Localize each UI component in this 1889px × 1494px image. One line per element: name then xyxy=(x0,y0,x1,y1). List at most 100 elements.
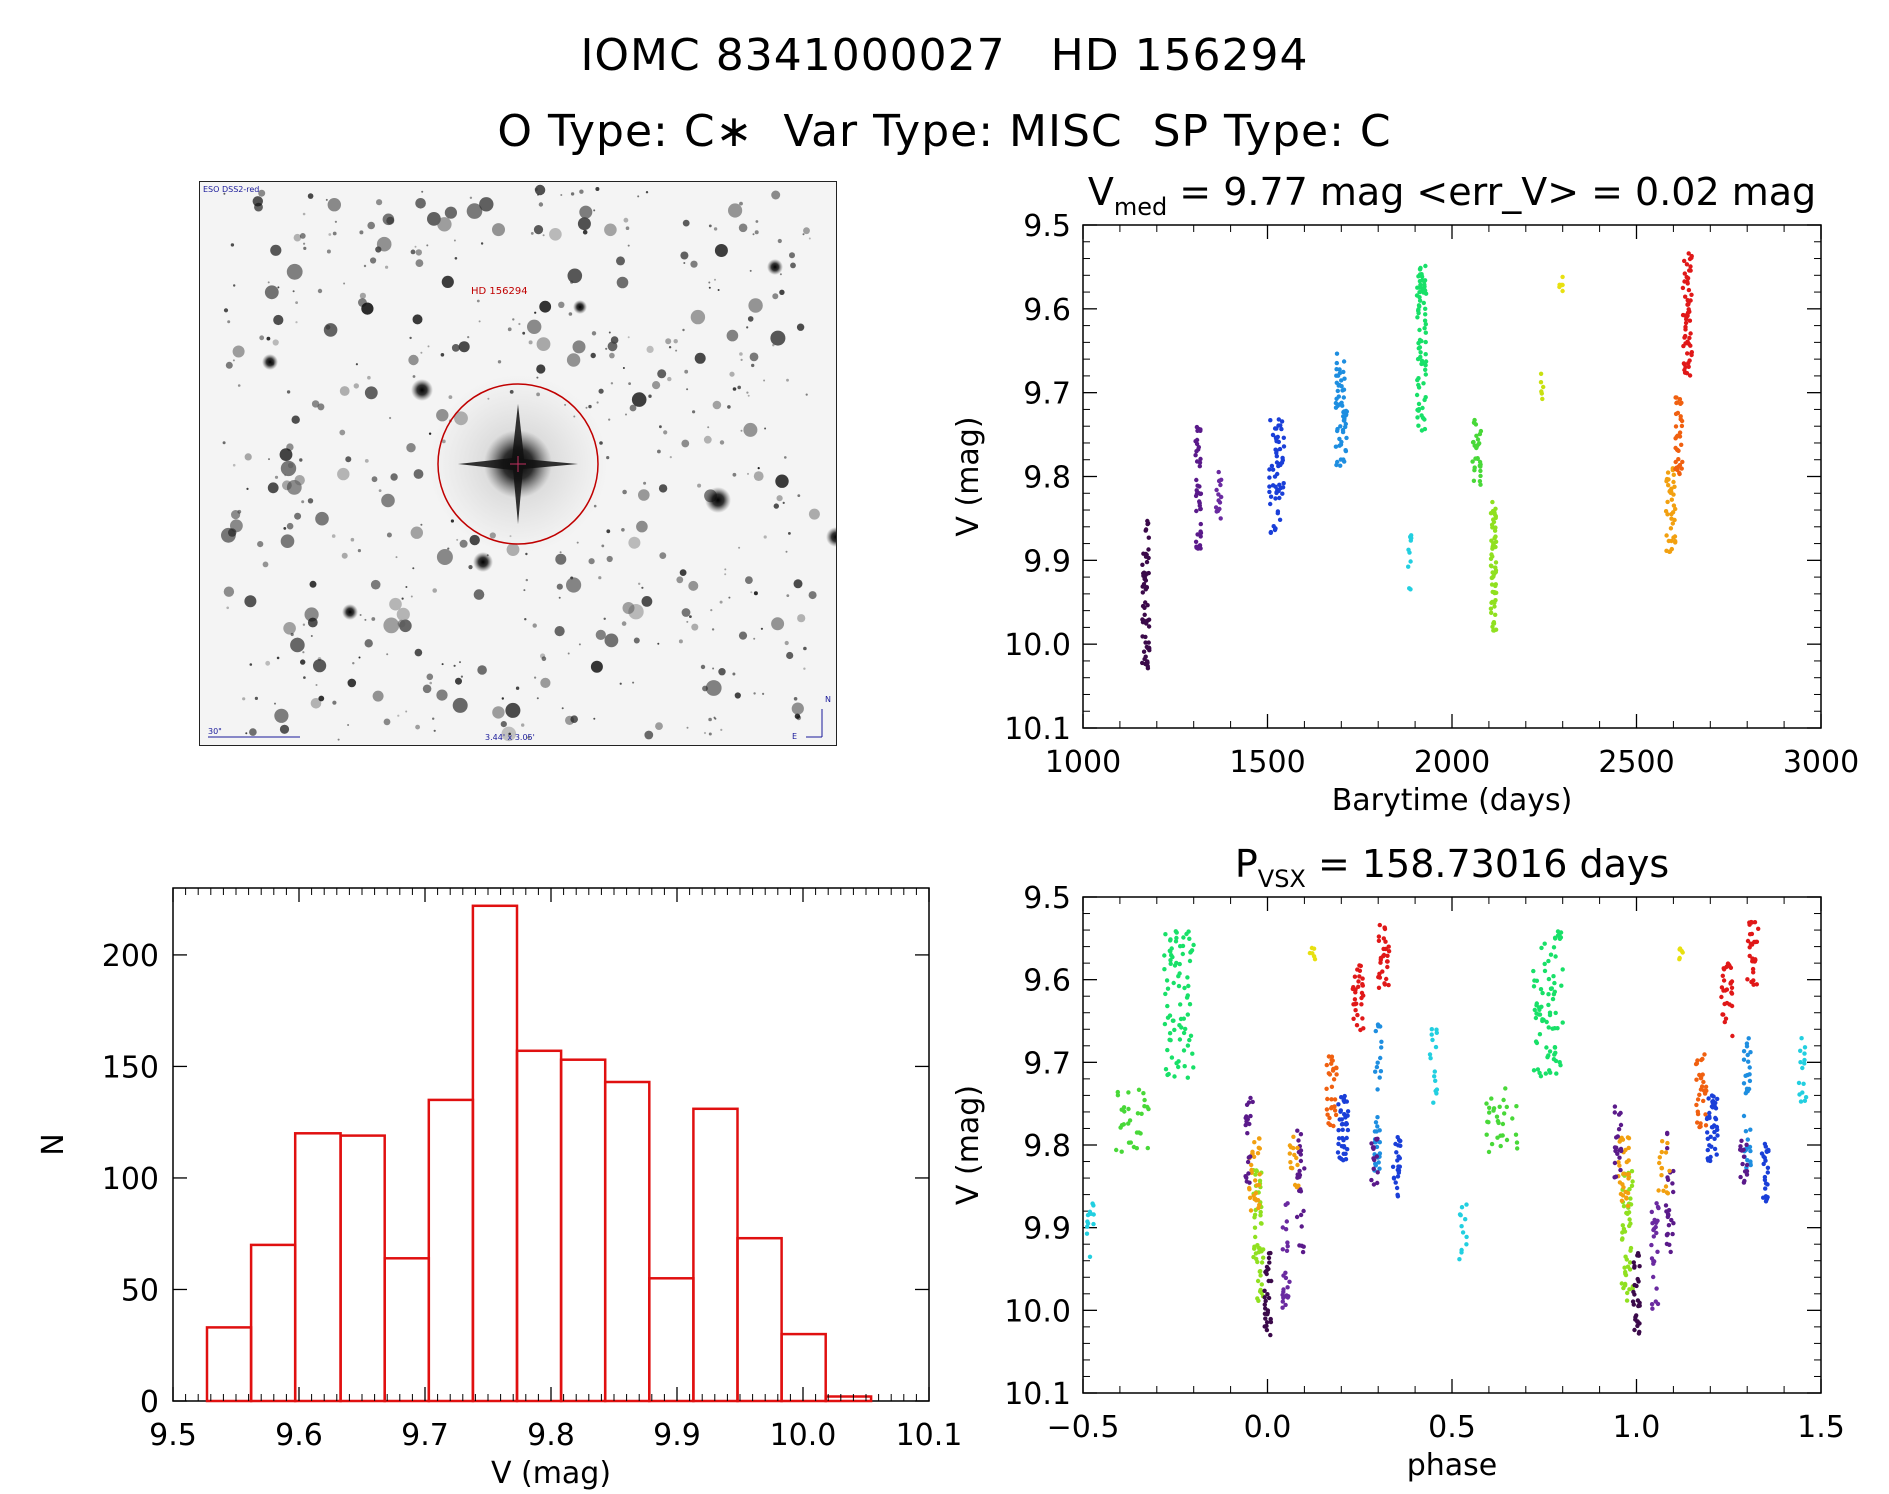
lightcurve-point xyxy=(1417,327,1422,333)
phased-point xyxy=(1744,1162,1750,1168)
phased-point xyxy=(1168,937,1173,942)
field-star xyxy=(595,187,600,191)
lightcurve-point xyxy=(1343,448,1349,454)
field-star xyxy=(249,728,257,736)
phased-point xyxy=(1324,1062,1330,1068)
field-star xyxy=(616,276,629,289)
phased-point xyxy=(1256,1190,1261,1195)
phased-point xyxy=(1395,1167,1401,1173)
lightcurve-xtick-label: 3000 xyxy=(1783,745,1859,780)
phased-point xyxy=(1257,1246,1262,1251)
phased-point xyxy=(1179,1025,1184,1030)
phased-point xyxy=(1359,1002,1364,1007)
field-star xyxy=(452,697,468,713)
field-star xyxy=(728,203,743,218)
lightcurve-point xyxy=(1270,467,1276,472)
phased-point xyxy=(1708,1158,1713,1164)
field-star xyxy=(627,336,630,339)
lightcurve-point xyxy=(1343,424,1348,430)
phased-point xyxy=(1612,1175,1617,1180)
phased-point xyxy=(1628,1245,1634,1251)
field-star xyxy=(754,230,759,235)
field-star xyxy=(467,336,470,339)
lightcurve-point xyxy=(1143,634,1148,640)
phased-point xyxy=(1255,1278,1261,1284)
field-star xyxy=(453,664,456,667)
field-star xyxy=(296,637,299,640)
field-star xyxy=(738,631,748,640)
lightcurve-point xyxy=(1669,486,1674,491)
lightcurve-point xyxy=(1493,515,1498,521)
field-star xyxy=(657,642,660,645)
phased-point xyxy=(1088,1211,1094,1217)
lightcurve-point xyxy=(1197,500,1202,506)
lightcurve-point xyxy=(1146,640,1151,645)
phased-point xyxy=(1671,1189,1676,1195)
lightcurve-point xyxy=(1417,272,1423,277)
phased-point xyxy=(1285,1244,1290,1249)
phased-point xyxy=(1544,1045,1549,1050)
phased-point xyxy=(1265,1310,1271,1315)
lightcurve-point xyxy=(1408,535,1413,540)
phased-point xyxy=(1748,941,1754,946)
field-star xyxy=(536,364,546,374)
lightcurve-point xyxy=(1198,530,1204,536)
phased-point xyxy=(1325,1112,1330,1117)
phased-point xyxy=(1395,1194,1401,1199)
lightcurve-point xyxy=(1408,534,1413,539)
phased-point xyxy=(1720,1012,1725,1017)
phased-point xyxy=(1292,1152,1297,1158)
lightcurve-point xyxy=(1687,318,1693,323)
field-star xyxy=(332,231,337,236)
phased-point xyxy=(1649,1256,1655,1261)
phased-point xyxy=(1312,957,1318,962)
lightcurve-ytick-label: 9.5 xyxy=(1023,209,1071,244)
field-star xyxy=(254,696,258,701)
lightcurve-point xyxy=(1416,308,1421,313)
phased-point xyxy=(1552,935,1558,940)
phased-point xyxy=(1546,992,1551,997)
field-star xyxy=(657,449,661,454)
phased-point xyxy=(1326,1121,1331,1126)
phased-point xyxy=(1551,974,1556,979)
phased-point xyxy=(1729,979,1735,984)
lightcurve-point xyxy=(1493,582,1499,587)
phased-point xyxy=(1723,988,1728,993)
phased-point xyxy=(1300,1249,1306,1255)
phased-point xyxy=(1329,1054,1335,1059)
lightcurve-point xyxy=(1493,598,1498,603)
field-star xyxy=(451,344,460,352)
lightcurve-ytick-label: 10.1 xyxy=(1004,712,1071,747)
lightcurve-point xyxy=(1491,628,1496,633)
field-star xyxy=(267,281,270,284)
phased-point xyxy=(1332,1108,1338,1113)
phased-point xyxy=(1550,1026,1555,1031)
field-star xyxy=(796,323,805,331)
lightcurve-point xyxy=(1416,385,1422,390)
phased-point xyxy=(1185,975,1190,980)
field-star xyxy=(784,640,789,646)
phased-point xyxy=(1666,1208,1672,1213)
phased-point xyxy=(1751,982,1756,987)
phased-point xyxy=(1542,961,1547,967)
lightcurve-point xyxy=(1198,506,1203,512)
phased-point xyxy=(1612,1110,1618,1115)
phased-point xyxy=(1534,1011,1539,1016)
phased-point xyxy=(1244,1114,1249,1119)
phased-point xyxy=(1514,1104,1519,1109)
phased-point xyxy=(1284,1219,1290,1224)
lightcurve-point xyxy=(1145,521,1150,527)
phased-point xyxy=(1489,1096,1494,1101)
phased-point xyxy=(1163,932,1168,937)
phased-point xyxy=(1343,1122,1349,1127)
phased-point xyxy=(1168,949,1173,954)
lightcurve-point xyxy=(1335,459,1340,465)
phased-point xyxy=(1764,1195,1770,1201)
phased-point xyxy=(1536,1005,1542,1010)
field-star xyxy=(541,656,547,661)
phased-point xyxy=(1728,965,1734,970)
phased-point xyxy=(1741,1057,1747,1062)
phased-point xyxy=(1748,1148,1753,1154)
lightcurve-point xyxy=(1341,418,1347,423)
